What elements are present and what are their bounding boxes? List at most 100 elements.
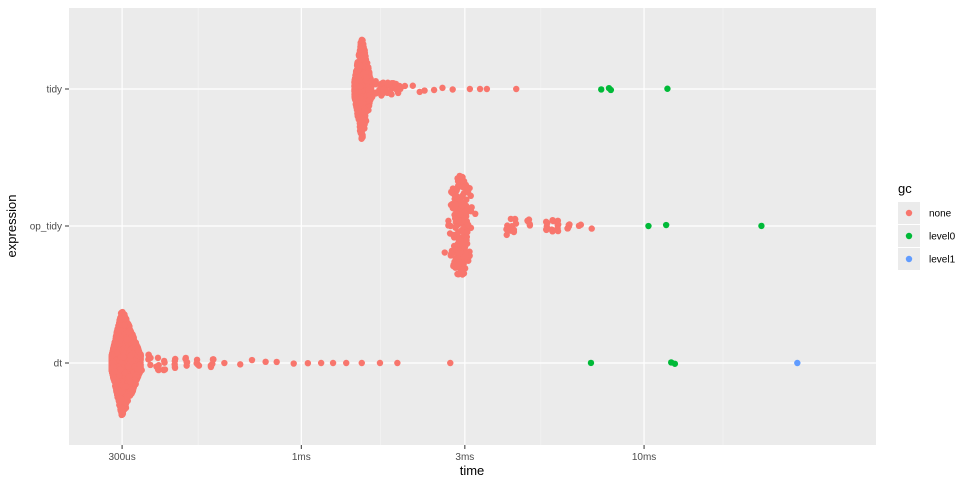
data-point-none xyxy=(409,82,416,89)
legend-label-level0: level0 xyxy=(929,232,956,243)
data-point-none xyxy=(357,100,364,107)
data-point-none xyxy=(128,390,135,397)
data-point-none xyxy=(360,51,367,58)
data-point-none xyxy=(154,366,162,373)
data-point-none xyxy=(116,316,124,323)
legend-title: gc xyxy=(898,181,912,196)
data-point-none xyxy=(456,259,463,266)
data-point-none xyxy=(121,322,128,329)
data-point-none xyxy=(445,222,452,229)
data-point-none xyxy=(120,354,127,361)
data-point-none xyxy=(463,236,470,244)
data-point-none xyxy=(119,308,126,316)
data-point-none xyxy=(109,351,116,359)
data-point-none xyxy=(447,250,455,258)
data-point-none xyxy=(365,63,372,71)
data-point-none xyxy=(115,327,122,334)
data-point-none xyxy=(304,360,312,367)
data-point-none xyxy=(453,192,460,200)
data-point-none xyxy=(430,86,438,94)
axis-layer: 300us 1ms 3ms 10ms dt op_tidy tidy xyxy=(30,85,657,464)
data-point-none xyxy=(358,359,365,367)
data-point-none xyxy=(466,85,474,93)
data-point-none xyxy=(376,359,384,367)
y-tick-label: dt xyxy=(54,359,63,370)
data-point-none xyxy=(447,359,454,367)
data-point-none xyxy=(118,395,125,403)
data-point-level0 xyxy=(587,359,595,367)
data-point-none xyxy=(372,77,379,85)
data-point-none xyxy=(194,360,201,368)
legend-label-level1: level1 xyxy=(929,255,956,266)
data-point-none xyxy=(452,202,459,209)
data-point-none xyxy=(329,359,337,367)
data-point-none xyxy=(459,192,466,199)
data-point-none xyxy=(550,217,557,225)
data-point-none xyxy=(351,93,359,101)
legend: gc none level0 level1 xyxy=(898,181,956,270)
x-axis-title: time xyxy=(460,463,485,478)
data-point-none xyxy=(513,85,520,93)
data-point-none xyxy=(511,215,519,223)
data-point-none xyxy=(183,358,190,366)
data-point-none xyxy=(154,354,162,362)
data-point-none xyxy=(124,328,132,336)
y-tick-label: op_tidy xyxy=(30,222,62,233)
data-point-none xyxy=(123,394,130,402)
data-point-none xyxy=(147,354,154,362)
data-point-none xyxy=(459,183,466,191)
x-tick-label: 10ms xyxy=(632,452,656,463)
legend-key-level1 xyxy=(905,255,913,263)
data-point-none xyxy=(121,369,128,376)
data-point-level0 xyxy=(662,221,670,229)
x-tick-label: 1ms xyxy=(292,452,311,463)
data-point-none xyxy=(290,360,297,367)
data-point-none xyxy=(147,361,154,369)
legend-key-level0 xyxy=(905,232,913,240)
data-point-none xyxy=(388,85,395,92)
data-point-none xyxy=(357,46,364,54)
data-point-none xyxy=(401,82,409,90)
data-point-none xyxy=(439,84,446,92)
data-point-none xyxy=(462,252,469,260)
data-point-none xyxy=(449,86,456,93)
data-point-none xyxy=(123,336,131,343)
data-point-none xyxy=(121,315,129,322)
data-point-none xyxy=(161,359,168,366)
data-point-none xyxy=(380,79,387,86)
data-point-none xyxy=(353,104,361,112)
data-point-none xyxy=(122,383,130,390)
data-point-none xyxy=(447,201,455,209)
data-point-none xyxy=(467,208,475,215)
data-point-level0 xyxy=(758,222,765,230)
data-point-none xyxy=(125,363,132,370)
legend-key-none xyxy=(905,209,913,217)
data-point-none xyxy=(363,108,370,115)
data-point-none xyxy=(451,246,458,253)
data-point-none xyxy=(117,366,124,373)
data-point-none xyxy=(110,375,118,382)
data-point-none xyxy=(119,410,127,417)
data-point-none xyxy=(543,226,550,233)
data-point-none xyxy=(126,378,134,385)
data-point-none xyxy=(207,362,215,369)
data-point-none xyxy=(357,119,365,127)
data-point-none xyxy=(451,215,459,222)
data-point-none xyxy=(458,173,465,181)
data-point-level0 xyxy=(607,86,615,94)
data-point-none xyxy=(343,359,350,367)
data-point-none xyxy=(464,189,472,196)
data-point-none xyxy=(137,351,144,358)
data-point-none xyxy=(221,359,228,367)
data-point-level0 xyxy=(664,85,671,92)
data-point-none xyxy=(388,91,395,98)
data-point-none xyxy=(127,352,134,360)
legend-label-none: none xyxy=(929,209,952,220)
x-tick-label: 3ms xyxy=(455,452,474,463)
data-point-none xyxy=(457,211,464,218)
data-point-none xyxy=(262,358,269,366)
data-point-none xyxy=(359,131,366,139)
data-point-level0 xyxy=(671,360,679,367)
